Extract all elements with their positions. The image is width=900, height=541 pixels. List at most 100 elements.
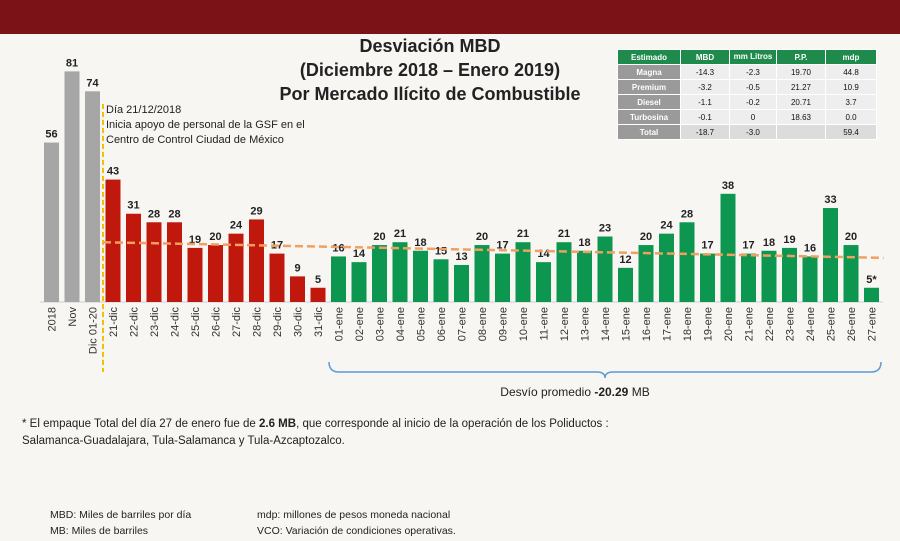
bar-29-dic	[269, 253, 285, 302]
tick-label: 12-ene	[559, 307, 571, 341]
bar-09-ene	[495, 253, 510, 302]
bar-08-ene	[474, 245, 490, 302]
table-cell: -0.1	[680, 109, 730, 125]
bar-03-ene	[372, 245, 387, 302]
tick-label: 30-dic	[293, 307, 305, 337]
bar-06-ene	[433, 259, 449, 302]
tick-label: 11-ene	[539, 307, 551, 340]
january-bracket	[328, 361, 882, 379]
value-label: 21	[517, 228, 529, 240]
value-label: 33	[824, 194, 836, 206]
tick-label: 31-dic	[313, 307, 325, 337]
bar-04-ene	[392, 242, 408, 302]
bar-2018	[44, 142, 59, 302]
bar-26-ene	[843, 245, 859, 302]
tick-label: 03-ene	[375, 307, 387, 341]
table-header-mdp: mdp	[825, 49, 877, 65]
tick-label: 08-ene	[477, 307, 489, 341]
value-label: 20	[476, 231, 488, 243]
tick-label: 24-dic	[170, 307, 182, 337]
bar-02-ene	[351, 262, 367, 302]
table-row-label: Premium	[617, 79, 681, 95]
tick-label: 2018	[47, 307, 59, 331]
table-cell: -3.2	[680, 79, 730, 95]
value-label: 5	[315, 274, 321, 286]
footnote-line-2: Salamanca-Guadalajara, Tula-Salamanca y …	[22, 435, 345, 447]
tick-label: 27-dic	[231, 307, 243, 337]
tick-label: 02-ene	[354, 307, 366, 341]
bar-28-dic	[249, 219, 264, 302]
average-deviation-label: Desvío promedio -20.29 MB	[500, 385, 649, 399]
bar-21-ene	[741, 253, 756, 302]
value-label: 18	[763, 237, 775, 249]
tick-label: 28-dic	[252, 307, 264, 337]
tick-label: 21-dic	[108, 307, 120, 337]
bar-23-dic	[146, 222, 162, 302]
table-cell: 21.27	[776, 79, 826, 95]
bar-01-ene	[331, 256, 346, 302]
bar-17-ene	[659, 233, 674, 302]
table-cell: 0.0	[825, 109, 877, 125]
value-label: 28	[681, 208, 693, 220]
value-label: 17	[742, 240, 754, 252]
table-cell: 18.63	[776, 109, 826, 125]
value-label: 20	[640, 231, 652, 243]
table-header-estimado: Estimado	[617, 49, 681, 65]
annotation-line-3: Centro de Control Ciudad de México	[106, 134, 284, 146]
table-cell: 10.9	[825, 79, 877, 95]
chart-title-line-3: Por Mercado Ilícito de Combustible	[279, 84, 581, 104]
bar-07-ene	[454, 264, 469, 302]
value-label: 20	[845, 231, 857, 243]
tick-label: 22-ene	[764, 307, 776, 341]
value-label: 24	[230, 220, 243, 232]
bar-22-ene	[761, 250, 777, 302]
tick-label: 22-dic	[129, 307, 141, 337]
tick-label: 07-ene	[457, 307, 469, 341]
bar-19-ene	[700, 253, 715, 302]
value-label: 18	[414, 237, 426, 249]
value-label: 20	[373, 231, 385, 243]
tick-label: 13-ene	[580, 307, 592, 341]
bar-15-ene	[618, 267, 633, 302]
tick-label: 10-ene	[518, 307, 530, 341]
tick-label: 05-ene	[416, 307, 428, 341]
value-label: 21	[394, 228, 406, 240]
bar-11-ene	[536, 262, 551, 302]
footnote-bold-value: 2.6 MB	[259, 418, 297, 430]
value-label: 43	[107, 166, 119, 178]
table-cell: -3.0	[729, 124, 777, 140]
tick-label: 25-dic	[190, 307, 202, 337]
tick-label: 17-ene	[662, 307, 674, 341]
tick-label: 26-dic	[211, 307, 223, 337]
value-label: 17	[701, 240, 713, 252]
tick-label: 14-ene	[600, 307, 612, 341]
value-label: 56	[45, 129, 57, 141]
value-label: 13	[455, 251, 467, 263]
table-row-label: Diesel	[617, 94, 681, 110]
table-cell: -1.1	[680, 94, 730, 110]
table-header-litros: mm Litros	[729, 49, 777, 65]
table-cell: 44.8	[825, 64, 877, 80]
table-cell: -0.5	[729, 79, 777, 95]
value-label: 29	[250, 205, 262, 217]
bar-05-ene	[413, 250, 428, 302]
value-label: 31	[127, 200, 139, 212]
bar-24-ene	[802, 256, 818, 302]
table-header-row: Estimado MBD mm Litros P.P. mdp	[617, 49, 877, 65]
bar-Dic 01-20	[85, 91, 100, 302]
header-band	[0, 0, 900, 34]
footnote: * El empaque Total del día 27 de enero f…	[22, 416, 609, 450]
tick-label: 24-ene	[805, 307, 817, 341]
table-row: Premium -3.2 -0.5 21.27 10.9	[617, 79, 877, 95]
value-label: 18	[578, 237, 590, 249]
table-row: Magna -14.3 -2.3 19.70 44.8	[617, 64, 877, 80]
footnote-text-1: * El empaque Total del día 27 de enero f…	[22, 418, 259, 430]
table-cell: 20.71	[776, 94, 826, 110]
value-label: 21	[558, 228, 570, 240]
bar-16-ene	[638, 245, 654, 302]
trend-line	[102, 240, 884, 260]
bar-13-ene	[577, 250, 592, 302]
legend-mb: MB: Miles de barriles	[50, 525, 149, 537]
summary-table: Estimado MBD mm Litros P.P. mdp Magna -1…	[617, 49, 877, 140]
tick-label: Dic 01-20	[88, 307, 100, 354]
